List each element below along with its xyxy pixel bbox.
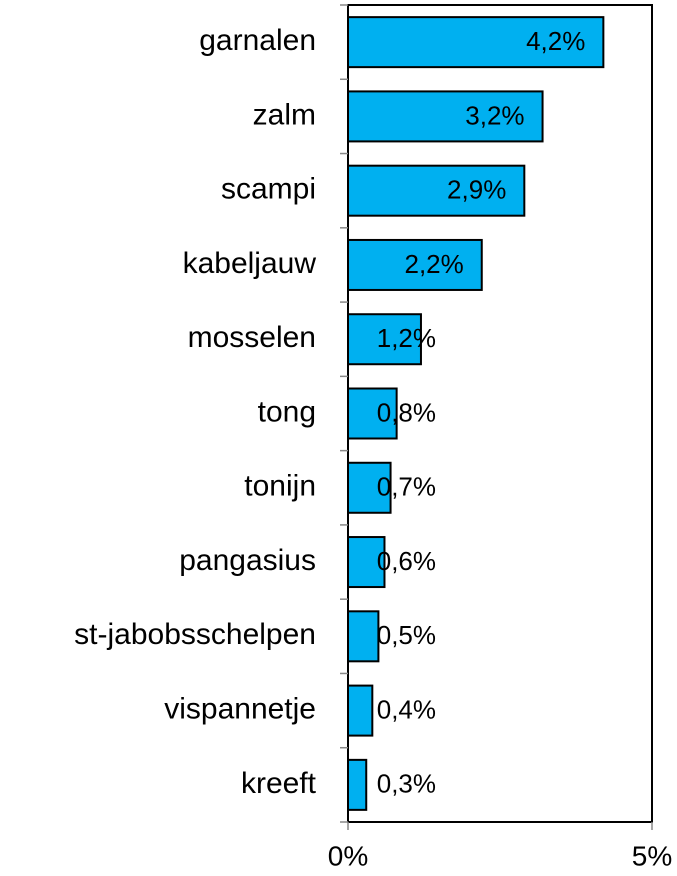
value-label: 1,2% (377, 323, 436, 353)
bar (347, 90, 544, 143)
category-label: kreeft (241, 767, 317, 800)
x-tick-label: 0% (328, 840, 368, 871)
value-label: 0,4% (377, 694, 436, 724)
bar (347, 387, 398, 440)
category-label: vispannetje (164, 693, 316, 726)
value-label: 0,5% (377, 620, 436, 650)
value-label: 0,6% (377, 546, 436, 576)
bar (347, 461, 392, 514)
bar (347, 164, 526, 217)
value-label: 4,2% (526, 26, 585, 56)
category-label: zalm (253, 98, 316, 131)
category-label: scampi (221, 173, 316, 206)
category-label: kabeljauw (183, 247, 317, 280)
bar (347, 16, 605, 69)
bar (347, 313, 422, 366)
value-label: 0,8% (377, 397, 436, 427)
value-label: 0,7% (377, 472, 436, 502)
x-tick-label: 5% (632, 840, 672, 871)
category-label: mosselen (188, 321, 316, 354)
category-label: st-jabobsschelpen (74, 618, 316, 651)
category-label: garnalen (199, 24, 316, 57)
value-label: 2,2% (404, 249, 463, 279)
value-label: 3,2% (465, 100, 524, 130)
category-label: pangasius (179, 544, 316, 577)
bar (347, 758, 368, 811)
bar (347, 610, 380, 663)
bar (347, 536, 386, 589)
value-label: 2,9% (447, 175, 506, 205)
bar (347, 684, 374, 737)
category-label: tonijn (244, 470, 316, 503)
bar (347, 238, 483, 291)
value-label: 0,3% (377, 769, 436, 799)
category-label: tong (258, 395, 316, 428)
